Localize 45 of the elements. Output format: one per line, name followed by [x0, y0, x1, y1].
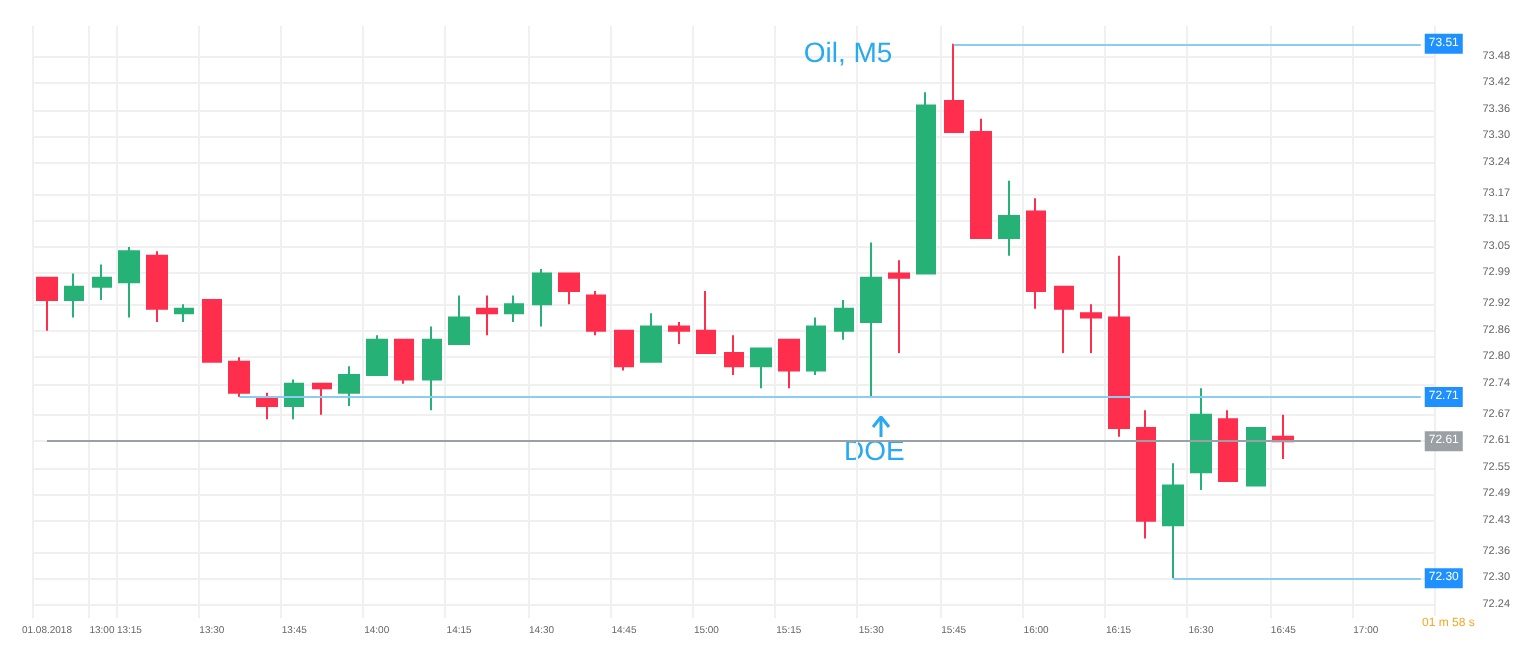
candlestick	[916, 91, 936, 275]
candlestick	[174, 303, 194, 323]
candlestick	[1162, 462, 1184, 580]
candlestick	[532, 267, 552, 328]
candlestick	[146, 250, 168, 323]
candlestick	[1190, 387, 1212, 491]
candlestick	[834, 298, 854, 341]
candlestick	[476, 294, 498, 337]
candlestick	[944, 42, 964, 134]
candlestick	[202, 298, 222, 363]
candlestick	[614, 329, 634, 372]
candlestick	[36, 276, 58, 332]
candlestick	[1218, 409, 1238, 483]
candlestick	[338, 365, 360, 407]
candlestick	[1080, 303, 1102, 354]
candlestick	[970, 117, 992, 240]
candlestick	[668, 321, 690, 346]
candlestick	[586, 290, 606, 337]
candlestick	[860, 241, 882, 399]
candlestick	[558, 272, 580, 306]
chart-title: Oil, M5	[803, 36, 893, 68]
candlestick	[998, 179, 1020, 257]
candlestick	[1026, 197, 1046, 310]
candlestick	[1108, 254, 1130, 438]
candlestick	[448, 294, 470, 346]
candlestick	[228, 356, 250, 399]
candlestick	[504, 294, 524, 323]
candlestick	[778, 338, 800, 390]
candlestick	[422, 325, 442, 412]
candlestick	[366, 334, 388, 377]
candlestick	[724, 334, 744, 377]
candlestick	[750, 347, 772, 390]
candlestick	[1136, 409, 1156, 540]
candlestick	[640, 312, 662, 363]
candlestick	[1246, 427, 1266, 487]
candlestick	[888, 259, 910, 354]
candlestick	[806, 316, 826, 377]
candlestick	[312, 382, 332, 416]
candlestick	[1054, 285, 1074, 354]
candlestick	[394, 338, 414, 385]
candlestick	[696, 290, 716, 354]
candlestick	[284, 378, 304, 421]
candlestick	[64, 272, 84, 319]
candlestick	[118, 245, 140, 319]
candlestick	[92, 263, 112, 301]
